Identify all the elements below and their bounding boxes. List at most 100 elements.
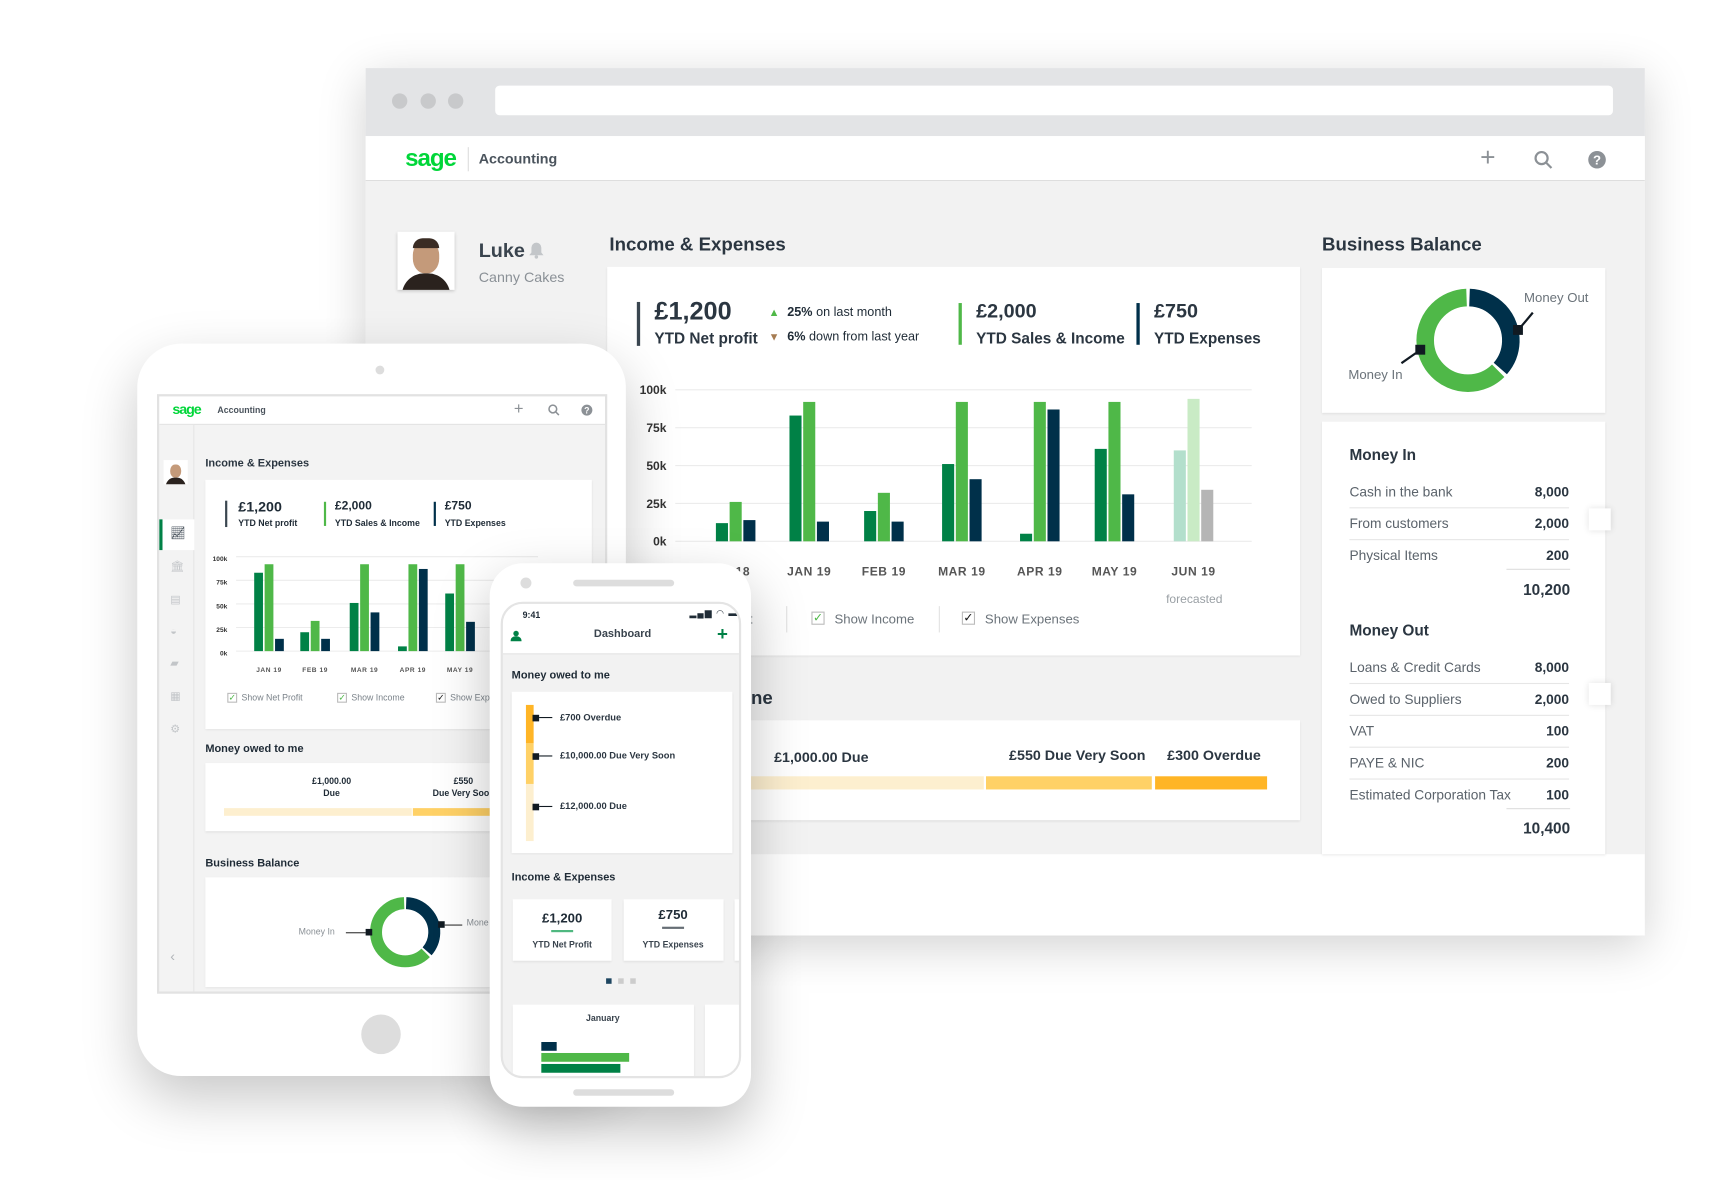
owed-soon-bar[interactable]: [412, 808, 501, 816]
owed-item[interactable]: £12,000.00 Due: [559, 800, 627, 812]
bar-may-19-s1[interactable]: [455, 564, 465, 652]
show-expenses-label[interactable]: Show Expenses: [984, 611, 1080, 627]
bar-mar-19-s2[interactable]: [370, 612, 380, 652]
avatar[interactable]: [163, 460, 188, 485]
bar-may-19-s2[interactable]: [1122, 494, 1135, 542]
table-icon[interactable]: ▦: [170, 690, 181, 703]
business-balance-donut[interactable]: [1413, 285, 1523, 395]
bar-may-19-s2[interactable]: [466, 621, 475, 652]
bar-may-19-s1[interactable]: [1108, 401, 1121, 542]
phone-month-card-next[interactable]: [704, 1004, 739, 1077]
owed-due-bar[interactable]: [223, 808, 412, 816]
bar-mar-19-s0[interactable]: [349, 602, 359, 652]
bar-18-s1[interactable]: [729, 501, 742, 542]
plus-icon[interactable]: +: [1480, 142, 1496, 173]
pager-dot[interactable]: [630, 978, 636, 984]
address-bar[interactable]: [495, 85, 1613, 116]
owed-item[interactable]: £700 Overdue: [559, 711, 622, 723]
x-tick-label: MAR 19: [938, 564, 986, 578]
bar-mar-19-s1[interactable]: [955, 401, 968, 542]
owed-item[interactable]: £10,000.00 Due Very Soon: [559, 749, 676, 761]
pager-dot[interactable]: [618, 978, 624, 984]
bar-mar-19-s0[interactable]: [942, 464, 955, 542]
owed-overdue-bar[interactable]: [1155, 776, 1268, 790]
expand-handle[interactable]: [1588, 682, 1611, 705]
search-icon[interactable]: [548, 404, 560, 416]
bank-icon[interactable]: 🏛︎: [170, 561, 185, 574]
donut-money-out-segment[interactable]: [1416, 288, 1520, 392]
donut-money-in-segment[interactable]: [368, 895, 443, 970]
bar-feb-19-s2[interactable]: [321, 638, 330, 652]
window-maximize-button[interactable]: [447, 93, 464, 109]
sidebar-item-dashboard[interactable]: 📈︎: [159, 519, 195, 551]
bar-may-19-s0[interactable]: [1094, 448, 1107, 542]
collapse-sidebar-icon[interactable]: ‹: [170, 947, 175, 965]
sage-logo[interactable]: sage: [172, 400, 201, 418]
settings-icon[interactable]: ⚙︎: [170, 723, 181, 736]
bar-jan-19-s0[interactable]: [789, 415, 802, 542]
business-balance-donut[interactable]: [368, 895, 443, 970]
row-value: 8,000: [1534, 659, 1570, 676]
bar-feb-19-s0[interactable]: [864, 511, 877, 542]
phone-month-card[interactable]: January: [512, 1004, 694, 1077]
bar-jan-19-s1[interactable]: [803, 401, 816, 542]
bar-jan-19-s2[interactable]: [275, 638, 284, 652]
document-icon[interactable]: ▤: [170, 594, 181, 607]
bell-icon[interactable]: [528, 242, 544, 260]
pager-dot-active[interactable]: [606, 978, 612, 984]
bar-apr-19-s1[interactable]: [1033, 401, 1046, 542]
bar-mar-19-s2[interactable]: [969, 479, 982, 542]
show-income-label[interactable]: Show Income: [351, 692, 405, 703]
donut-money-in-segment[interactable]: [1413, 285, 1523, 395]
help-icon[interactable]: ?: [581, 404, 593, 416]
bar-apr-19-s2[interactable]: [1047, 409, 1060, 542]
bar-jun-19-s0[interactable]: [1173, 450, 1186, 542]
window-close-button[interactable]: [391, 93, 408, 109]
bar-jan-19-s0[interactable]: [254, 572, 263, 652]
bar-feb-19-s1[interactable]: [310, 620, 320, 652]
bar-apr-19-s0[interactable]: [398, 646, 407, 652]
bar-feb-19-s1[interactable]: [877, 492, 890, 542]
bar-may-19-s0[interactable]: [445, 593, 455, 652]
show-expenses-checkbox[interactable]: ✓: [961, 611, 976, 625]
show-income-checkbox[interactable]: ✓: [337, 692, 347, 703]
bar-18-s0[interactable]: [715, 523, 728, 542]
bar-apr-19-s0[interactable]: [1020, 533, 1033, 542]
tablet-home-button[interactable]: [361, 1014, 401, 1055]
bar-jun-19-s2[interactable]: [1201, 489, 1214, 542]
sage-logo[interactable]: sage: [405, 143, 457, 172]
trend-year: 6% down from last year: [787, 330, 919, 343]
bar-feb-19-s0[interactable]: [300, 632, 310, 652]
window-minimize-button[interactable]: [420, 93, 436, 109]
bar-apr-19-s1[interactable]: [408, 564, 418, 652]
show-net-profit-label[interactable]: Show Net Profit: [241, 692, 303, 703]
bar-mar-19-s1[interactable]: [360, 564, 369, 652]
row-label: VAT: [1349, 723, 1375, 739]
show-net-profit-checkbox[interactable]: ✓: [227, 692, 238, 703]
phone-kpi-expenses[interactable]: £750 YTD Expenses: [623, 899, 724, 961]
kpi-accent: [662, 926, 685, 929]
expand-handle[interactable]: [1588, 508, 1611, 531]
bar-jan-19-s1[interactable]: [264, 564, 274, 652]
bar-apr-19-s2[interactable]: [418, 568, 428, 652]
search-icon[interactable]: [1534, 150, 1554, 170]
phone-kpi-next[interactable]: [734, 899, 739, 961]
profile-icon[interactable]: [510, 630, 522, 642]
bar-jun-19-s1[interactable]: [1187, 398, 1200, 542]
owed-soon-bar[interactable]: [986, 776, 1152, 790]
bar-18-s2[interactable]: [743, 520, 756, 542]
show-expenses-label[interactable]: Show Exp: [450, 692, 490, 703]
phone-kpi-net-profit[interactable]: £1,200 YTD Net Profit: [512, 899, 612, 961]
basket-icon[interactable]: ◒: [170, 625, 177, 638]
show-expenses-checkbox[interactable]: ✓: [435, 692, 446, 703]
bar-jan-19-s2[interactable]: [816, 521, 829, 542]
plus-icon[interactable]: +: [513, 399, 524, 419]
avatar[interactable]: [397, 231, 455, 290]
help-icon[interactable]: ?: [1588, 150, 1607, 169]
bar-feb-19-s2[interactable]: [891, 521, 904, 542]
donut-money-out-segment[interactable]: [370, 897, 441, 968]
add-button[interactable]: +: [716, 623, 728, 645]
truck-icon[interactable]: ▰: [170, 657, 179, 670]
show-income-checkbox[interactable]: ✓: [811, 611, 825, 625]
show-income-label[interactable]: Show Income: [834, 611, 915, 627]
